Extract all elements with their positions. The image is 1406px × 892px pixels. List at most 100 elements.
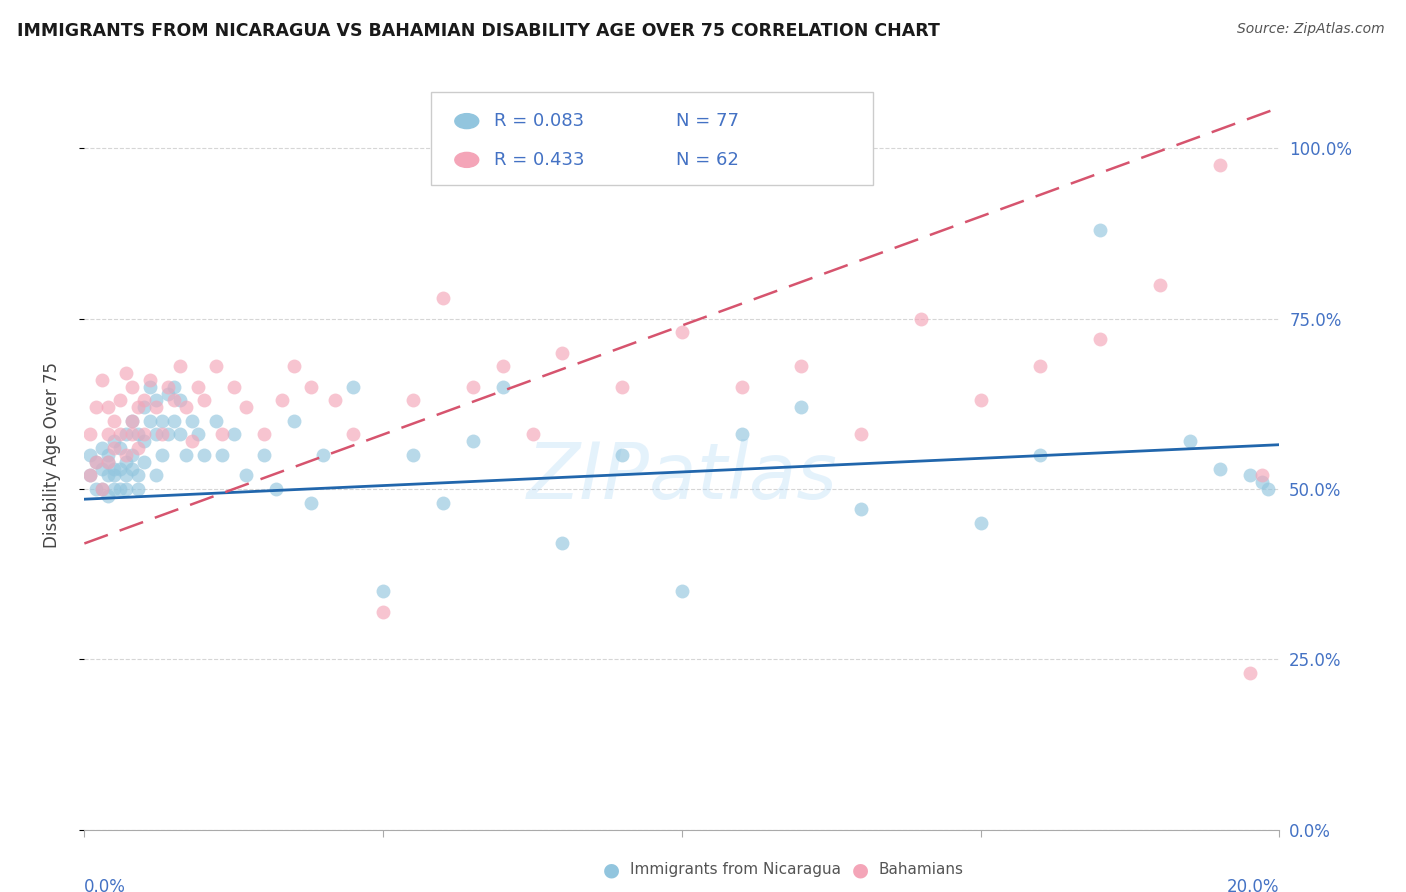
Point [612,448,634,462]
Point [139,373,162,387]
Point [970,516,993,530]
Point [342,380,364,394]
Circle shape [456,113,479,128]
Point [373,605,395,619]
Point [139,414,162,428]
Point [205,359,228,374]
Point [110,482,132,496]
Point [492,359,515,374]
Text: ZIPatlas: ZIPatlas [526,440,838,516]
Point [551,536,574,550]
Point [970,393,993,408]
Point [193,393,215,408]
Point [312,448,335,462]
Point [342,427,364,442]
Point [551,345,574,359]
Point [79,427,101,442]
Point [612,380,634,394]
Point [79,448,101,462]
Point [790,401,813,415]
Point [187,427,209,442]
Point [103,414,125,428]
FancyBboxPatch shape [432,92,873,186]
Point [132,434,156,449]
Point [121,448,143,462]
Point [103,441,125,455]
Point [671,584,693,599]
Text: Immigrants from Nicaragua: Immigrants from Nicaragua [630,863,841,877]
Point [181,414,204,428]
Point [86,401,108,415]
Point [115,448,138,462]
Point [121,414,143,428]
Point [150,414,173,428]
Point [127,468,149,483]
Point [86,455,108,469]
Point [121,461,143,475]
Point [163,380,186,394]
Point [1029,359,1052,374]
Text: Bahamians: Bahamians [879,863,963,877]
Point [79,468,101,483]
Point [402,448,425,462]
Point [222,380,245,394]
Point [91,461,114,475]
Point [187,380,209,394]
Point [97,489,120,503]
Point [115,482,138,496]
Point [150,427,173,442]
Point [1178,434,1201,449]
Point [79,468,101,483]
Point [163,393,186,408]
Point [127,441,149,455]
Point [1090,332,1112,346]
Text: N = 77: N = 77 [676,112,740,130]
Point [115,427,138,442]
Point [301,380,323,394]
Point [283,414,305,428]
Point [127,401,149,415]
Point [103,482,125,496]
Text: 0.0%: 0.0% [84,879,127,892]
Point [110,461,132,475]
Point [103,468,125,483]
Point [145,427,167,442]
Point [1209,461,1232,475]
Point [253,427,276,442]
Point [150,448,173,462]
Point [301,495,323,509]
Point [671,326,693,340]
Point [222,427,245,442]
Point [169,393,191,408]
Text: R = 0.083: R = 0.083 [495,112,585,130]
Point [264,482,287,496]
Point [110,441,132,455]
Point [1250,468,1272,483]
Point [97,427,120,442]
Point [461,434,484,449]
Point [145,393,167,408]
Point [157,380,180,394]
Point [522,427,544,442]
Point [132,455,156,469]
Text: ●: ● [852,860,869,880]
Point [1029,448,1052,462]
Point [211,427,233,442]
Point [270,393,292,408]
Point [1090,223,1112,237]
Point [1149,277,1171,292]
Point [121,414,143,428]
Point [205,414,228,428]
Point [253,448,276,462]
Point [432,291,454,305]
Point [97,468,120,483]
Point [731,380,754,394]
Point [103,461,125,475]
Point [121,380,143,394]
Point [325,393,347,408]
Point [91,441,114,455]
Point [132,427,156,442]
Point [1250,475,1272,490]
Point [157,386,180,401]
Point [432,495,454,509]
